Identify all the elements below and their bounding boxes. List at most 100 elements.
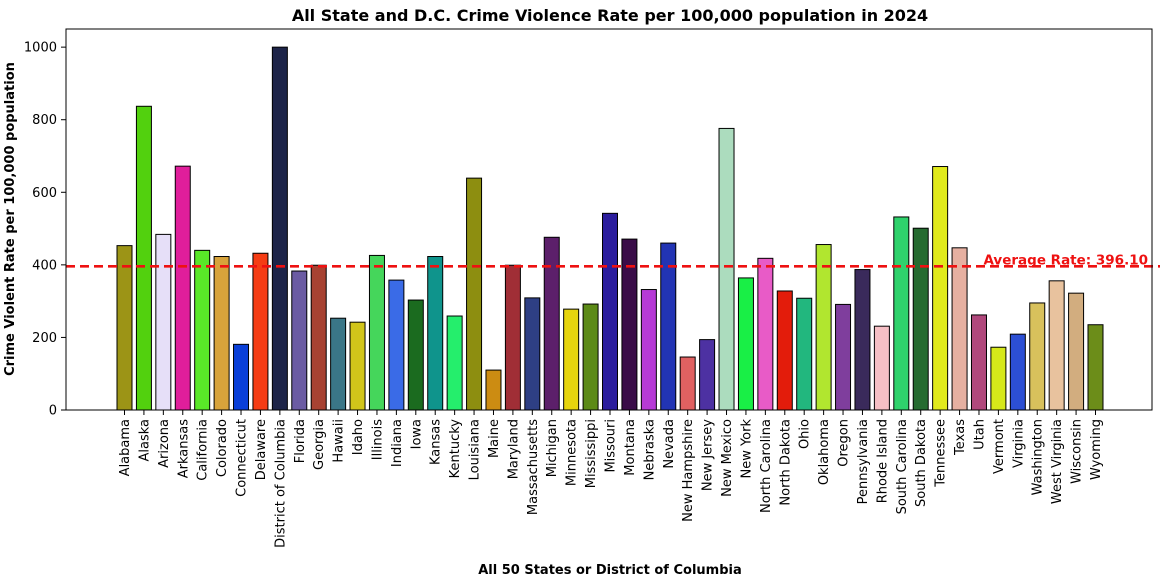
x-tick-label: Indiana bbox=[390, 419, 405, 467]
x-tick-label: Louisiana bbox=[468, 419, 483, 480]
bar-west-virginia bbox=[1048, 280, 1065, 411]
x-tick-label: Kentucky bbox=[448, 419, 463, 479]
bar-new-jersey bbox=[699, 339, 716, 411]
x-tick-label: Minnesota bbox=[565, 419, 580, 486]
x-tick-label: New Hampshire bbox=[681, 419, 696, 522]
bar-north-carolina bbox=[757, 257, 774, 411]
x-tick-label: Florida bbox=[293, 419, 308, 463]
y-tick-label: 200 bbox=[32, 331, 57, 346]
bar-connecticut bbox=[233, 343, 250, 411]
bar-kansas bbox=[427, 256, 444, 411]
y-tick-label: 400 bbox=[32, 258, 57, 273]
bar-alaska bbox=[135, 105, 152, 411]
x-tick-label: District of Columbia bbox=[273, 419, 288, 548]
x-tick-label: Oregon bbox=[837, 419, 852, 467]
x-tick-label: Pennsylvania bbox=[856, 419, 871, 504]
x-axis: Alabama Alaska Arizona Arkansas California Co… bbox=[118, 410, 1104, 548]
bar-massachusetts bbox=[524, 297, 541, 411]
bar-colorado bbox=[213, 256, 230, 411]
x-tick-label: Mississippi bbox=[584, 419, 599, 488]
bar-louisiana bbox=[466, 177, 483, 411]
x-tick-label: Illinois bbox=[370, 419, 385, 460]
x-tick-label: Wisconsin bbox=[1070, 419, 1085, 484]
x-tick-label: Texas bbox=[953, 419, 968, 456]
x-tick-label: Idaho bbox=[351, 419, 366, 455]
x-tick-label: North Carolina bbox=[759, 419, 774, 513]
bar-iowa bbox=[407, 299, 424, 411]
bar-maine bbox=[485, 369, 502, 411]
x-tick-label: Washington bbox=[1031, 419, 1046, 495]
x-tick-label: Nebraska bbox=[642, 419, 657, 480]
bar-maryland bbox=[504, 264, 521, 411]
bar-arkansas bbox=[174, 165, 191, 411]
y-axis: 0 200 400 600 800 1000 bbox=[24, 41, 66, 419]
bar-alabama bbox=[116, 245, 133, 411]
bar-pennsylvania bbox=[854, 269, 871, 411]
bar-delaware bbox=[252, 252, 269, 411]
bar-district-of-columbia bbox=[271, 46, 288, 411]
bar-new-mexico bbox=[718, 127, 735, 411]
bar-texas bbox=[951, 247, 968, 411]
x-tick-label: Ohio bbox=[798, 419, 813, 449]
x-tick-label: Utah bbox=[972, 419, 987, 450]
x-tick-label: West Virginia bbox=[1050, 419, 1065, 504]
bar-rhode-island bbox=[873, 325, 890, 411]
bar-oklahoma bbox=[815, 244, 832, 411]
bar-minnesota bbox=[563, 308, 580, 411]
bar-kentucky bbox=[446, 315, 463, 411]
x-tick-label: Alabama bbox=[118, 419, 133, 476]
bar-mississippi bbox=[582, 303, 599, 411]
x-tick-label: Rhode Island bbox=[875, 419, 890, 503]
y-tick-label: 0 bbox=[49, 404, 57, 419]
average-label: Average Rate: 396.10 bbox=[983, 252, 1148, 268]
x-tick-label: New Mexico bbox=[720, 419, 735, 497]
bar-tennessee bbox=[932, 166, 949, 411]
x-tick-label: Arkansas bbox=[176, 419, 191, 478]
y-tick-label: 1000 bbox=[24, 41, 57, 56]
bar-florida bbox=[291, 270, 308, 411]
bar-utah bbox=[970, 314, 987, 411]
bar-new-york bbox=[737, 277, 754, 411]
bar-hawaii bbox=[330, 317, 347, 411]
bar-washington bbox=[1029, 302, 1046, 411]
bar-illinois bbox=[368, 254, 385, 411]
bar-vermont bbox=[990, 346, 1007, 411]
plot-frame bbox=[65, 28, 1153, 411]
bar-nevada bbox=[660, 242, 677, 411]
bar-wyoming bbox=[1087, 324, 1104, 411]
bar-indiana bbox=[388, 279, 405, 411]
x-tick-label: Michigan bbox=[545, 419, 560, 477]
bar-michigan bbox=[543, 236, 560, 411]
y-tick-label: 600 bbox=[32, 186, 57, 201]
bar-ohio bbox=[796, 297, 813, 411]
x-tick-label: California bbox=[196, 419, 211, 481]
x-tick-label: Massachusetts bbox=[526, 419, 541, 515]
bar-idaho bbox=[349, 321, 366, 411]
bar-virginia bbox=[1009, 333, 1026, 411]
x-tick-label: Connecticut bbox=[235, 419, 250, 497]
bar-north-dakota bbox=[776, 290, 793, 411]
bar-oregon bbox=[835, 303, 852, 411]
bar-new-hampshire bbox=[679, 356, 696, 411]
bar-nebraska bbox=[640, 289, 657, 411]
x-tick-label: Maine bbox=[487, 419, 502, 458]
x-tick-label: Missouri bbox=[604, 419, 619, 473]
x-tick-label: Iowa bbox=[409, 419, 424, 449]
bar-montana bbox=[621, 238, 638, 411]
bar-south-carolina bbox=[893, 216, 910, 411]
bars-group bbox=[116, 46, 1104, 411]
bar-california bbox=[194, 249, 211, 411]
x-tick-label: New Jersey bbox=[701, 419, 716, 491]
x-tick-label: Kansas bbox=[429, 419, 444, 465]
x-tick-label: New York bbox=[739, 419, 754, 479]
bar-wisconsin bbox=[1068, 292, 1085, 411]
x-axis-label: All 50 States or District of Columbia bbox=[478, 563, 742, 578]
x-tick-label: Nevada bbox=[662, 419, 677, 469]
x-tick-label: South Carolina bbox=[895, 419, 910, 514]
x-tick-label: Georgia bbox=[312, 419, 327, 470]
bar-georgia bbox=[310, 264, 327, 411]
x-tick-label: South Dakota bbox=[914, 419, 929, 507]
x-tick-label: Montana bbox=[623, 419, 638, 476]
x-tick-label: Alaska bbox=[137, 419, 152, 462]
